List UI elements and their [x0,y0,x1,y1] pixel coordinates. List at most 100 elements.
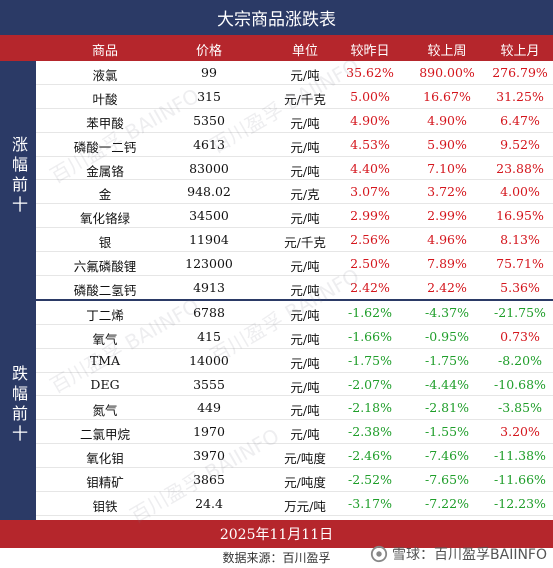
change-day-cell: 2.99% [350,208,390,224]
table-row: 氧气 415 元/吨 -1.66% -0.95% 0.73% [36,325,553,349]
price-cell: 3555 [193,376,225,392]
unit-cell: 元/克 [290,187,320,203]
table-row: 磷酸一二钙 4613 元/吨 4.53% 5.90% 9.52% [36,133,553,157]
table-body: 液氯 99 元/吨 35.62% 890.00% 276.79% 叶酸 315 元/千克 5.00… [36,61,553,540]
price-cell: 948.02 [187,184,231,200]
change-week-cell: 890.00% [419,65,475,80]
change-month-cell: 16.95% [496,208,544,224]
price-cell: 4613 [193,136,225,152]
unit-cell: 元/吨 [290,115,320,131]
change-week-cell: -1.75% [425,352,469,368]
change-week-cell: 7.10% [427,160,467,176]
unit-cell: 元/吨度 [284,475,326,491]
unit-cell: 元/吨 [290,427,320,443]
data-source: 数据来源：百川盈孚 [222,551,331,565]
commodity-name: 叶酸 [92,91,118,107]
change-day-cell: 4.90% [350,112,390,128]
change-month-cell: -8.20% [498,352,542,368]
commodity-name: 氧化钼 [86,451,124,467]
table-row: TMA 14000 元/吨 -1.75% -1.75% -8.20% [36,349,553,373]
commodity-name: 金 [98,187,112,203]
header-week: 较上周 [427,44,467,59]
commodity-name: 六氟磷酸锂 [73,259,137,275]
change-month-cell: -10.68% [494,376,546,392]
commodity-name: TMA [89,352,121,368]
price-cell: 123000 [185,256,233,272]
change-day-cell: -1.66% [348,328,392,344]
unit-cell: 元/吨 [290,211,320,227]
change-day-cell: -2.07% [348,376,392,392]
change-month-cell: 0.73% [500,328,540,344]
price-cell: 24.4 [195,496,223,512]
commodity-name: 液氯 [92,68,118,83]
table-row: 苯甲酸 5350 元/吨 4.90% 4.90% 6.47% [36,109,553,133]
commodity-name: 二氯甲烷 [79,427,130,443]
unit-cell: 元/吨 [290,283,320,299]
price-cell: 11904 [189,232,229,248]
change-week-cell: 3.72% [427,184,467,200]
table-row: 银 11904 元/千克 2.56% 4.96% 8.13% [36,228,553,253]
change-day-cell: 35.62% [346,65,394,80]
unit-cell: 元/吨 [290,163,320,179]
change-day-cell: -1.62% [348,304,392,320]
table-row: DEG 3555 元/吨 -2.07% -4.44% -10.68% [36,373,553,397]
change-month-cell: 75.71% [496,256,544,272]
table-row: 叶酸 315 元/千克 5.00% 16.67% 31.25% [36,85,553,109]
unit-cell: 元/吨 [290,139,320,155]
change-day-cell: 3.07% [350,184,390,200]
change-week-cell: -7.22% [425,496,469,512]
commodity-name: 银 [98,235,112,251]
price-cell: 99 [201,65,217,80]
change-day-cell: -2.18% [348,400,392,416]
change-week-cell: -2.81% [425,400,469,416]
change-week-cell: 7.89% [427,256,467,272]
table-row: 钼铁 24.4 万元/吨 -3.17% -7.22% -12.23% [36,492,553,516]
table-row: 氧化钼 3970 元/吨度 -2.46% -7.46% -11.38% [36,444,553,469]
commodity-name: 氧化铬绿 [79,211,130,227]
change-day-cell: -2.38% [348,424,392,440]
commodity-name: 磷酸一二钙 [73,139,137,155]
change-month-cell: 8.13% [500,232,540,248]
change-week-cell: -7.46% [425,448,469,464]
header-day: 较昨日 [350,44,390,59]
commodity-name: 金属铬 [86,163,124,179]
change-week-cell: 5.90% [427,136,467,152]
header-name: 商品 [91,44,118,59]
price-cell: 1970 [193,424,225,440]
table-row: 金 948.02 元/克 3.07% 3.72% 4.00% [36,180,553,205]
change-month-cell: -12.23% [494,496,546,512]
change-day-cell: 2.50% [350,256,390,272]
table-row: 二氯甲烷 1970 元/吨 -2.38% -1.55% 3.20% [36,420,553,445]
unit-cell: 元/吨 [290,331,320,347]
unit-cell: 元/吨 [290,307,320,323]
unit-cell: 元/千克 [284,91,326,107]
price-cell: 449 [197,400,221,416]
change-day-cell: -3.17% [348,496,392,512]
commodity-name: 磷酸二氢钙 [73,283,137,299]
header-price: 价格 [195,44,222,59]
price-cell: 4913 [193,280,225,296]
change-month-cell: -3.85% [498,400,542,416]
xueqiu-logo-icon [370,545,388,563]
price-cell: 3970 [193,448,225,464]
commodity-name: 钼精矿 [86,475,124,491]
price-cell: 14000 [189,352,229,368]
change-week-cell: -1.55% [425,424,469,440]
commodity-name: 氧气 [92,331,118,347]
price-cell: 415 [197,328,221,344]
change-week-cell: 4.90% [427,112,467,128]
page-title: 大宗商品涨跌表 [0,0,553,35]
change-month-cell: 9.52% [500,136,540,152]
change-week-cell: 2.99% [427,208,467,224]
table-row: 丁二烯 6788 元/吨 -1.62% -4.37% -21.75% [36,301,553,325]
price-cell: 83000 [189,160,229,176]
unit-cell: 元/吨 [290,403,320,419]
commodity-name: 丁二烯 [86,307,124,323]
commodity-name: 苯甲酸 [86,115,124,131]
side-label-gainers: 涨幅前十 [0,61,36,290]
table-header: 商品 价格 单位 较昨日 较上周 较上月 [0,35,553,61]
change-day-cell: 2.56% [350,232,390,248]
change-month-cell: 4.00% [500,184,540,200]
change-month-cell: 5.36% [500,280,540,296]
change-month-cell: -11.66% [494,472,546,488]
